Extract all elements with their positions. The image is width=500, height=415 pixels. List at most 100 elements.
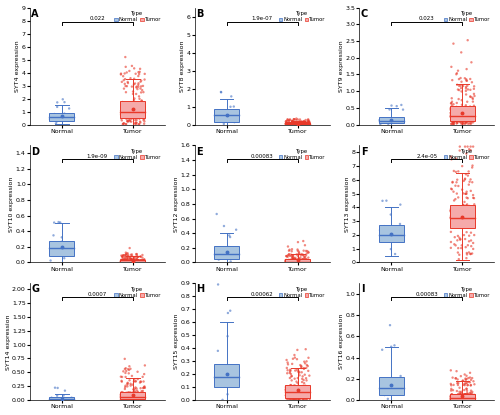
Point — [118, 258, 126, 264]
Point — [286, 121, 294, 127]
Point — [117, 112, 125, 118]
Point — [465, 112, 473, 119]
Point — [58, 239, 66, 245]
Point — [126, 100, 134, 107]
Point — [294, 389, 302, 395]
Point — [288, 120, 296, 126]
Point — [128, 114, 136, 120]
Point — [134, 376, 141, 382]
Point — [452, 107, 460, 113]
Point — [135, 390, 143, 396]
Point — [454, 395, 462, 402]
Point — [296, 258, 304, 264]
Point — [456, 388, 464, 395]
Point — [130, 259, 138, 266]
Point — [126, 391, 134, 398]
Point — [121, 393, 129, 399]
Point — [448, 219, 456, 225]
Point — [463, 114, 471, 120]
Point — [462, 215, 469, 222]
Point — [295, 257, 303, 264]
Point — [298, 259, 306, 266]
Point — [131, 259, 139, 266]
Point — [306, 119, 314, 125]
Point — [286, 121, 294, 127]
Point — [464, 220, 472, 227]
Point — [450, 395, 458, 402]
Point — [123, 104, 131, 111]
Point — [137, 378, 145, 385]
Point — [459, 109, 467, 116]
Point — [223, 249, 231, 256]
Point — [141, 104, 149, 111]
Point — [464, 109, 472, 115]
Point — [292, 254, 300, 261]
Point — [137, 83, 145, 90]
Point — [122, 89, 130, 95]
Point — [388, 225, 396, 231]
Point — [468, 107, 476, 113]
Point — [304, 259, 312, 265]
Point — [120, 257, 128, 264]
Point — [300, 118, 308, 124]
Point — [286, 384, 294, 391]
Point — [118, 259, 126, 266]
Point — [302, 391, 310, 398]
Point — [304, 259, 312, 265]
Point — [128, 106, 136, 113]
Point — [466, 393, 474, 400]
Point — [470, 397, 478, 404]
Point — [300, 257, 308, 264]
Point — [454, 220, 462, 227]
Point — [468, 395, 476, 401]
Point — [454, 380, 462, 386]
Point — [132, 115, 140, 122]
Point — [460, 391, 468, 398]
Point — [290, 389, 298, 396]
Point — [130, 391, 138, 398]
Point — [301, 121, 309, 127]
Point — [302, 120, 310, 127]
Point — [128, 396, 136, 403]
Point — [470, 395, 478, 402]
Point — [460, 397, 468, 404]
Point — [135, 393, 143, 400]
Point — [290, 396, 298, 403]
Point — [136, 259, 143, 265]
Point — [294, 392, 302, 398]
Point — [65, 244, 73, 251]
Point — [120, 107, 128, 114]
Point — [304, 257, 312, 264]
Point — [447, 393, 455, 399]
Point — [294, 258, 302, 264]
Point — [466, 393, 474, 400]
Point — [130, 392, 138, 399]
Point — [454, 214, 462, 221]
Point — [133, 258, 141, 264]
Point — [289, 252, 297, 259]
Point — [136, 258, 144, 265]
Point — [460, 395, 468, 401]
Point — [130, 101, 138, 108]
Point — [285, 389, 293, 396]
Point — [449, 121, 457, 127]
Point — [459, 393, 467, 400]
Point — [458, 109, 466, 115]
Point — [454, 183, 462, 189]
Point — [132, 391, 140, 398]
Point — [140, 394, 148, 401]
Point — [124, 370, 132, 377]
Point — [458, 109, 466, 116]
Point — [299, 257, 307, 264]
Text: A: A — [31, 9, 38, 19]
Point — [468, 112, 475, 119]
Point — [290, 257, 298, 264]
Point — [456, 211, 464, 218]
Point — [126, 245, 134, 251]
Point — [300, 120, 308, 127]
Point — [470, 103, 478, 109]
Point — [464, 393, 472, 400]
Point — [229, 374, 237, 380]
Point — [63, 396, 71, 403]
Point — [460, 397, 468, 404]
